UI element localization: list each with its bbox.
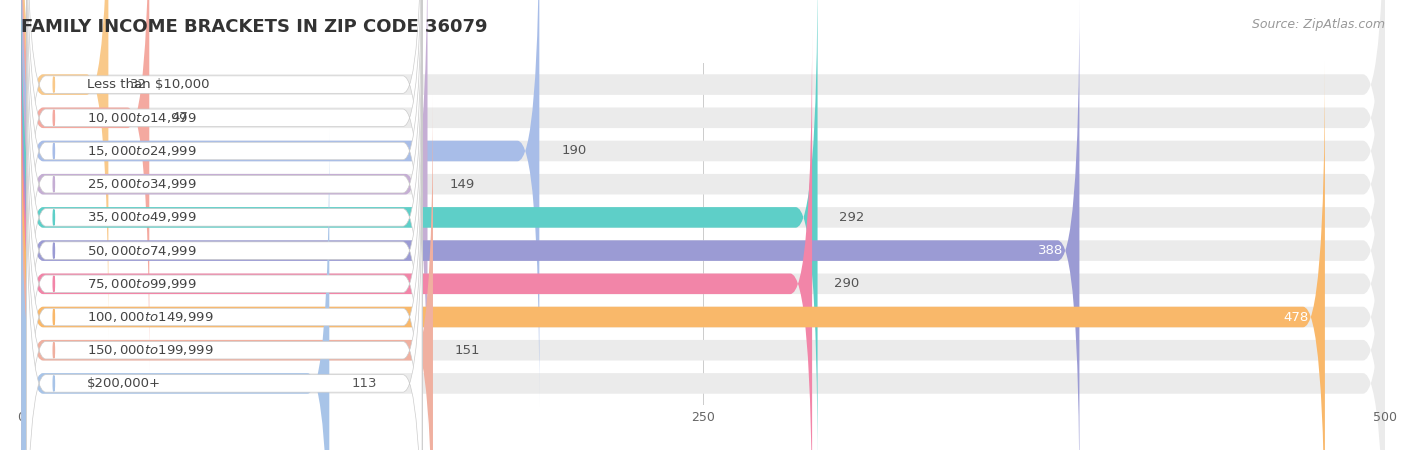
FancyBboxPatch shape <box>27 93 422 450</box>
Text: $200,000+: $200,000+ <box>87 377 160 390</box>
FancyBboxPatch shape <box>21 0 540 406</box>
Text: 151: 151 <box>454 344 481 357</box>
FancyBboxPatch shape <box>27 27 422 450</box>
FancyBboxPatch shape <box>27 0 422 408</box>
FancyBboxPatch shape <box>21 62 1385 450</box>
FancyBboxPatch shape <box>21 0 427 440</box>
FancyBboxPatch shape <box>21 95 1385 450</box>
FancyBboxPatch shape <box>21 0 1385 340</box>
FancyBboxPatch shape <box>21 28 813 450</box>
FancyBboxPatch shape <box>21 0 108 340</box>
Text: 32: 32 <box>131 78 148 91</box>
FancyBboxPatch shape <box>21 62 1324 450</box>
Text: 388: 388 <box>1038 244 1063 257</box>
FancyBboxPatch shape <box>27 126 422 450</box>
Text: $10,000 to $14,999: $10,000 to $14,999 <box>87 111 197 125</box>
FancyBboxPatch shape <box>21 128 1385 450</box>
Text: $50,000 to $74,999: $50,000 to $74,999 <box>87 243 197 257</box>
Text: Less than $10,000: Less than $10,000 <box>87 78 209 91</box>
Text: 478: 478 <box>1284 310 1309 324</box>
Text: 149: 149 <box>450 178 475 191</box>
FancyBboxPatch shape <box>27 160 422 450</box>
FancyBboxPatch shape <box>21 0 817 450</box>
Text: 190: 190 <box>561 144 586 158</box>
Text: 292: 292 <box>839 211 865 224</box>
FancyBboxPatch shape <box>21 0 149 373</box>
FancyBboxPatch shape <box>21 0 1385 450</box>
FancyBboxPatch shape <box>21 0 1385 440</box>
FancyBboxPatch shape <box>27 0 422 441</box>
FancyBboxPatch shape <box>21 128 329 450</box>
FancyBboxPatch shape <box>21 0 1080 450</box>
Text: 113: 113 <box>352 377 377 390</box>
FancyBboxPatch shape <box>27 0 422 308</box>
FancyBboxPatch shape <box>21 0 1385 406</box>
Text: $75,000 to $99,999: $75,000 to $99,999 <box>87 277 197 291</box>
FancyBboxPatch shape <box>27 60 422 450</box>
Text: Source: ZipAtlas.com: Source: ZipAtlas.com <box>1251 18 1385 31</box>
Text: FAMILY INCOME BRACKETS IN ZIP CODE 36079: FAMILY INCOME BRACKETS IN ZIP CODE 36079 <box>21 18 488 36</box>
FancyBboxPatch shape <box>21 0 1385 373</box>
FancyBboxPatch shape <box>27 0 422 375</box>
Text: $150,000 to $199,999: $150,000 to $199,999 <box>87 343 214 357</box>
Text: 47: 47 <box>172 111 188 124</box>
Text: $35,000 to $49,999: $35,000 to $49,999 <box>87 211 197 225</box>
Text: $25,000 to $34,999: $25,000 to $34,999 <box>87 177 197 191</box>
FancyBboxPatch shape <box>21 28 1385 450</box>
Text: $15,000 to $24,999: $15,000 to $24,999 <box>87 144 197 158</box>
FancyBboxPatch shape <box>21 0 1385 450</box>
Text: $100,000 to $149,999: $100,000 to $149,999 <box>87 310 214 324</box>
FancyBboxPatch shape <box>21 95 433 450</box>
FancyBboxPatch shape <box>27 0 422 342</box>
Text: 290: 290 <box>834 277 859 290</box>
